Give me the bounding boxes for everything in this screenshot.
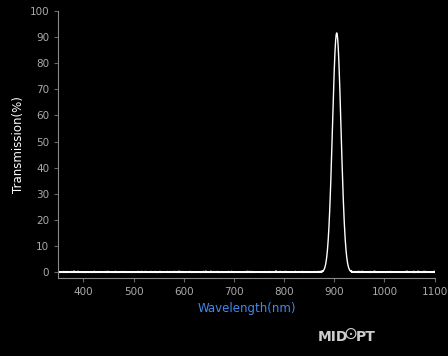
Text: MID: MID xyxy=(318,330,349,344)
Text: ⊙: ⊙ xyxy=(344,324,357,342)
Text: PT: PT xyxy=(356,330,376,344)
Y-axis label: Transmission(%): Transmission(%) xyxy=(13,96,26,193)
X-axis label: Wavelength(nm): Wavelength(nm) xyxy=(197,302,296,315)
